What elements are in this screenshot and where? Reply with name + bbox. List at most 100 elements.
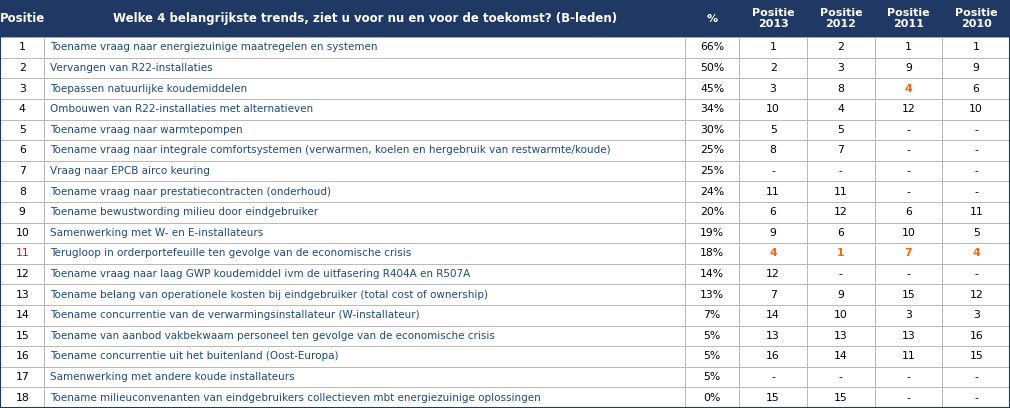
Bar <box>875 264 942 284</box>
Bar <box>875 161 942 181</box>
Bar <box>875 37 942 58</box>
Bar <box>44 120 685 140</box>
Bar <box>0 202 44 222</box>
Bar <box>875 202 942 222</box>
Text: 8: 8 <box>19 186 25 197</box>
Bar <box>44 305 685 326</box>
Bar <box>739 37 807 58</box>
Text: 6: 6 <box>905 207 912 217</box>
Text: 4: 4 <box>770 248 777 258</box>
Bar <box>942 222 1010 243</box>
Text: 1: 1 <box>770 42 777 52</box>
Text: 3: 3 <box>19 84 25 93</box>
Bar <box>44 202 685 222</box>
Bar <box>807 222 875 243</box>
Text: 15: 15 <box>15 331 29 341</box>
Text: Terugloop in orderportefeuille ten gevolge van de economische crisis: Terugloop in orderportefeuille ten gevol… <box>50 248 412 258</box>
Bar <box>739 387 807 408</box>
Text: 12: 12 <box>767 269 780 279</box>
Bar <box>875 222 942 243</box>
Text: 13: 13 <box>15 290 29 299</box>
Text: %: % <box>706 13 718 24</box>
Bar <box>685 99 739 120</box>
Text: -: - <box>772 372 775 382</box>
Bar <box>685 120 739 140</box>
Text: 2: 2 <box>770 63 777 73</box>
Text: Toename vraag naar warmtepompen: Toename vraag naar warmtepompen <box>50 125 243 135</box>
Bar <box>807 264 875 284</box>
Bar <box>942 243 1010 264</box>
Text: -: - <box>839 166 842 176</box>
Bar <box>739 181 807 202</box>
Text: Toename milieuconvenanten van eindgebruikers collectieven mbt energiezuinige opl: Toename milieuconvenanten van eindgebrui… <box>50 392 541 403</box>
Text: -: - <box>975 186 978 197</box>
Bar <box>807 243 875 264</box>
Bar <box>0 120 44 140</box>
Text: 1: 1 <box>19 42 25 52</box>
Bar <box>44 243 685 264</box>
Bar <box>807 99 875 120</box>
Text: 25%: 25% <box>700 166 724 176</box>
Bar <box>739 0 807 37</box>
Text: 4: 4 <box>19 104 25 114</box>
Bar <box>685 284 739 305</box>
Bar <box>685 243 739 264</box>
Bar <box>44 37 685 58</box>
Text: Vraag naar EPCB airco keuring: Vraag naar EPCB airco keuring <box>50 166 210 176</box>
Bar <box>739 58 807 78</box>
Text: Vervangen van R22-installaties: Vervangen van R22-installaties <box>50 63 213 73</box>
Bar <box>739 222 807 243</box>
Text: 11: 11 <box>902 351 915 361</box>
Text: Toename van aanbod vakbekwaam personeel ten gevolge van de economische crisis: Toename van aanbod vakbekwaam personeel … <box>50 331 495 341</box>
Text: 11: 11 <box>767 186 780 197</box>
Bar <box>807 305 875 326</box>
Bar <box>44 58 685 78</box>
Bar <box>685 222 739 243</box>
Text: Samenwerking met andere koude installateurs: Samenwerking met andere koude installate… <box>50 372 295 382</box>
Bar <box>685 367 739 387</box>
Text: 3: 3 <box>770 84 777 93</box>
Bar <box>807 120 875 140</box>
Text: 2: 2 <box>19 63 25 73</box>
Bar <box>875 140 942 161</box>
Text: 13%: 13% <box>700 290 724 299</box>
Bar <box>0 58 44 78</box>
Text: Toename belang van operationele kosten bij eindgebruiker (total cost of ownershi: Toename belang van operationele kosten b… <box>50 290 489 299</box>
Bar <box>942 181 1010 202</box>
Text: 7: 7 <box>770 290 777 299</box>
Text: 2: 2 <box>837 42 844 52</box>
Bar <box>807 346 875 367</box>
Bar <box>685 161 739 181</box>
Text: -: - <box>839 269 842 279</box>
Text: 13: 13 <box>902 331 915 341</box>
Bar <box>0 243 44 264</box>
Bar <box>0 387 44 408</box>
Text: 1: 1 <box>905 42 912 52</box>
Bar <box>807 37 875 58</box>
Bar <box>942 37 1010 58</box>
Text: 3: 3 <box>837 63 844 73</box>
Bar <box>685 37 739 58</box>
Bar <box>875 99 942 120</box>
Bar <box>685 0 739 37</box>
Bar <box>739 99 807 120</box>
Text: 5%: 5% <box>703 372 721 382</box>
Text: 1: 1 <box>837 248 844 258</box>
Bar <box>875 181 942 202</box>
Bar <box>875 243 942 264</box>
Text: 4: 4 <box>837 104 844 114</box>
Bar <box>807 202 875 222</box>
Text: -: - <box>975 372 978 382</box>
Text: 50%: 50% <box>700 63 724 73</box>
Text: 10: 10 <box>970 104 983 114</box>
Text: Toename concurrentie van de verwarmingsinstallateur (W-installateur): Toename concurrentie van de verwarmingsi… <box>50 310 420 320</box>
Text: 4: 4 <box>905 84 912 93</box>
Text: 20%: 20% <box>700 207 724 217</box>
Text: Welke 4 belangrijkste trends, ziet u voor nu en voor de toekomst? (B-leden): Welke 4 belangrijkste trends, ziet u voo… <box>112 12 617 25</box>
Text: -: - <box>975 166 978 176</box>
Bar <box>0 161 44 181</box>
Text: -: - <box>907 125 910 135</box>
Bar <box>0 222 44 243</box>
Text: 15: 15 <box>834 392 847 403</box>
Text: 17: 17 <box>15 372 29 382</box>
